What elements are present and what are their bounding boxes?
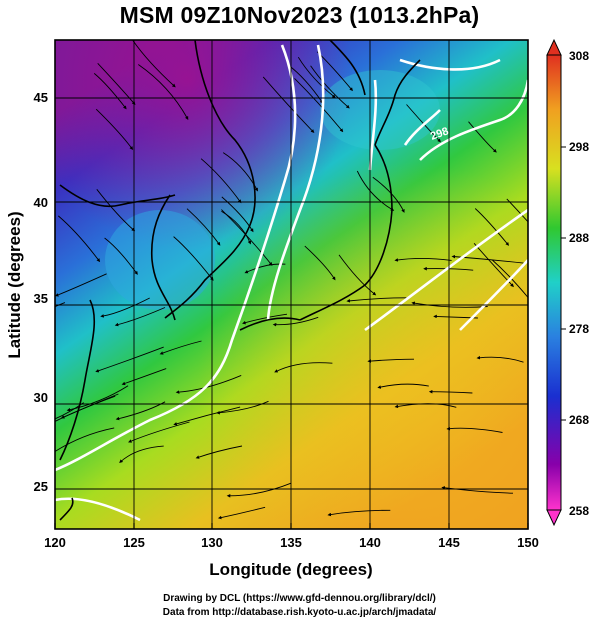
contour-label: 298 [429, 125, 450, 143]
streamline [119, 445, 164, 464]
y-axis-title: Latitude (degrees) [5, 211, 24, 358]
streamline [95, 108, 134, 151]
streamline [114, 307, 166, 327]
streamline [338, 254, 377, 296]
lat-lon-grid [55, 40, 528, 529]
colorbar-label: 258 [569, 504, 589, 518]
colorbar-max-arrow [546, 38, 562, 56]
streamline [244, 263, 286, 274]
streamline [217, 506, 266, 520]
streamline [446, 426, 503, 433]
streamline [394, 258, 452, 262]
streamline [226, 482, 292, 498]
streamline [100, 297, 150, 318]
streamline [121, 368, 167, 386]
streamline [195, 445, 243, 459]
tick-marks [54, 523, 529, 529]
streamline [411, 301, 488, 308]
colorbar-label: 298 [569, 140, 589, 154]
streamline [367, 358, 415, 363]
streamline [200, 158, 242, 204]
streamline [97, 62, 136, 105]
streamline [93, 73, 127, 110]
streamline [468, 121, 497, 153]
streamline [55, 427, 115, 453]
streamline [346, 297, 407, 303]
streamline [441, 486, 514, 494]
map-title: MSM 09Z10Nov2023 (1013.2hPa) [119, 2, 480, 28]
colorbar-min-arrow [546, 509, 562, 527]
x-tick-label: 140 [359, 535, 381, 550]
streamline [476, 355, 524, 363]
credit-drawing: Drawing by DCL (https://www.gfd-dennou.o… [163, 593, 436, 604]
x-tick-label: 145 [438, 535, 460, 550]
x-tick-label: 130 [201, 535, 223, 550]
streamline [221, 196, 254, 233]
x-tick-label: 125 [123, 535, 145, 550]
streamline [132, 40, 176, 88]
y-tick-labels: 25 30 35 40 45 [34, 90, 48, 494]
streamline [242, 313, 288, 325]
x-tick-label: 135 [280, 535, 302, 550]
x-axis-title: Longitude (degrees) [209, 560, 372, 579]
colorbar-label: 268 [569, 413, 589, 427]
x-tick-labels: 120 125 130 135 140 145 150 [44, 535, 539, 550]
streamline [175, 374, 242, 394]
streamline [377, 383, 429, 389]
streamline [221, 209, 273, 266]
streamline [428, 389, 473, 394]
streamline [294, 78, 344, 133]
streamline [423, 266, 474, 271]
streamline [310, 65, 350, 109]
colorbar-label: 288 [569, 231, 589, 245]
streamline [327, 509, 391, 517]
credit-data: Data from http://database.rish.kyoto-u.a… [162, 607, 437, 618]
streamline [304, 245, 336, 281]
streamline [173, 406, 241, 426]
colorbar: 308 298 288 278 268 258 [546, 38, 589, 527]
streamline [272, 316, 319, 327]
streamlines [55, 40, 528, 520]
streamline [406, 104, 441, 143]
x-tick-label: 150 [517, 535, 539, 550]
x-tick-label: 120 [44, 535, 66, 550]
temperature-field: 298 [55, 40, 528, 529]
streamline [216, 400, 269, 415]
y-tick-label: 45 [34, 90, 48, 105]
colorbar-label: 308 [569, 49, 589, 63]
streamline [115, 401, 166, 421]
y-tick-label: 30 [34, 390, 48, 405]
streamline [96, 189, 136, 232]
streamline [95, 346, 164, 373]
y-tick-label: 35 [34, 291, 48, 306]
colorbar-label: 278 [569, 322, 589, 336]
streamline [274, 362, 333, 373]
streamline [356, 170, 395, 211]
streamline [492, 259, 528, 299]
streamline [173, 236, 214, 281]
streamline [159, 340, 202, 355]
coastlines [59, 40, 421, 521]
y-tick-label: 40 [34, 195, 48, 210]
streamline [262, 76, 315, 134]
streamline [297, 56, 336, 99]
streamline [186, 208, 221, 246]
streamline [58, 215, 101, 263]
streamline [474, 208, 510, 246]
streamline [55, 273, 107, 297]
y-tick-label: 25 [34, 479, 48, 494]
streamline [138, 64, 189, 120]
